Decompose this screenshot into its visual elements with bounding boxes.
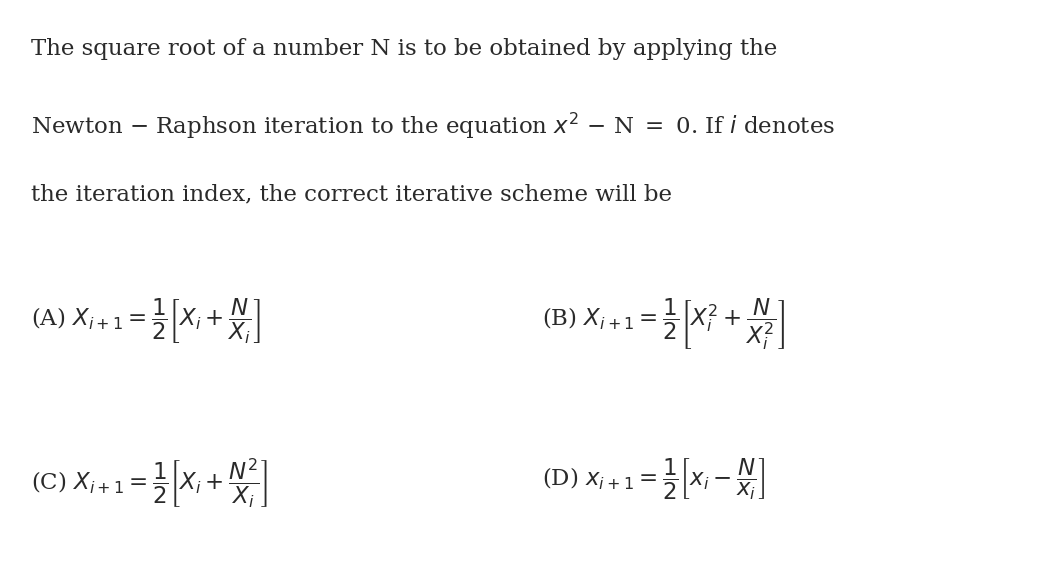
Text: (B) $X_{i+1} = \dfrac{1}{2}\left[X_i^2 + \dfrac{N}{X_i^2}\right]$: (B) $X_{i+1} = \dfrac{1}{2}\left[X_i^2 +… [542, 297, 786, 353]
Text: the iteration index, the correct iterative scheme will be: the iteration index, the correct iterati… [31, 183, 672, 205]
Text: (C) $X_{i+1} = \dfrac{1}{2}\left[X_i + \dfrac{N^2}{X_i}\right]$: (C) $X_{i+1} = \dfrac{1}{2}\left[X_i + \… [31, 457, 269, 510]
Text: Newton $-$ Raphson iteration to the equation $x^2$ $-$ N $=$ 0. If $\it{i}$ deno: Newton $-$ Raphson iteration to the equa… [31, 111, 836, 141]
Text: The square root of a number N is to be obtained by applying the: The square root of a number N is to be o… [31, 38, 777, 60]
Text: (D) $x_{i+1} = \dfrac{1}{2}\left[x_i - \dfrac{N}{x_i}\right]$: (D) $x_{i+1} = \dfrac{1}{2}\left[x_i - \… [542, 457, 766, 502]
Text: (A) $X_{i+1} = \dfrac{1}{2}\left[X_i + \dfrac{N}{X_i}\right]$: (A) $X_{i+1} = \dfrac{1}{2}\left[X_i + \… [31, 297, 260, 346]
